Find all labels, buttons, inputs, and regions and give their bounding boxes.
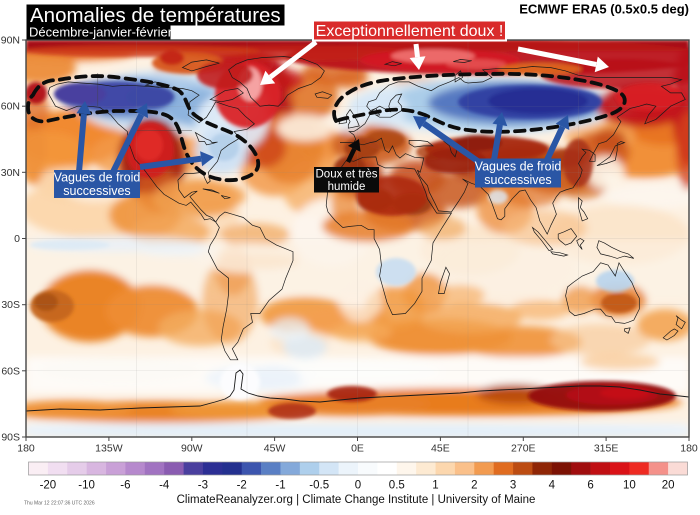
svg-text:Vagues de froid: Vagues de froid — [54, 171, 141, 185]
svg-text:6: 6 — [587, 480, 593, 492]
svg-text:-20: -20 — [40, 480, 57, 492]
svg-text:Anomalies de températures: Anomalies de températures — [30, 4, 281, 27]
svg-text:ClimateReanalyzer.org | Climat: ClimateReanalyzer.org | Climate Change I… — [177, 494, 536, 506]
svg-text:Décembre-janvier-février: Décembre-janvier-février — [29, 25, 173, 40]
svg-text:-2: -2 — [237, 480, 247, 492]
svg-text:ECMWF ERA5 (0.5x0.5 deg): ECMWF ERA5 (0.5x0.5 deg) — [519, 2, 689, 17]
svg-text:Vagues de froid: Vagues de froid — [475, 160, 562, 174]
svg-text:Exceptionnellement doux !: Exceptionnellement doux ! — [316, 23, 504, 40]
svg-text:0: 0 — [14, 233, 20, 245]
svg-text:270E: 270E — [511, 443, 536, 455]
svg-text:20: 20 — [662, 480, 675, 492]
svg-text:30S: 30S — [1, 299, 20, 311]
svg-text:-0.5: -0.5 — [309, 480, 329, 492]
svg-text:60N: 60N — [1, 101, 20, 113]
svg-text:180: 180 — [17, 443, 35, 455]
svg-text:30N: 30N — [1, 167, 20, 179]
svg-text:10: 10 — [623, 480, 636, 492]
svg-text:-4: -4 — [159, 480, 170, 492]
svg-text:Thu Mar 12 22:07:36 UTC 2026: Thu Mar 12 22:07:36 UTC 2026 — [24, 501, 95, 507]
svg-text:1: 1 — [432, 480, 438, 492]
svg-text:humide: humide — [328, 181, 366, 193]
svg-text:45W: 45W — [264, 443, 286, 455]
svg-text:90W: 90W — [181, 443, 203, 455]
svg-text:-3: -3 — [198, 480, 208, 492]
svg-text:0E: 0E — [351, 443, 364, 455]
svg-text:4: 4 — [549, 480, 556, 492]
svg-text:135W: 135W — [95, 443, 123, 455]
svg-text:Doux et très: Doux et très — [316, 169, 378, 181]
svg-text:-10: -10 — [78, 480, 95, 492]
svg-text:90S: 90S — [1, 432, 20, 444]
svg-text:3: 3 — [510, 480, 516, 492]
svg-text:180: 180 — [680, 443, 698, 455]
svg-text:0.5: 0.5 — [389, 480, 405, 492]
svg-text:-6: -6 — [120, 480, 130, 492]
svg-text:0: 0 — [355, 480, 361, 492]
svg-text:90N: 90N — [1, 35, 20, 47]
svg-text:315E: 315E — [594, 443, 619, 455]
svg-text:60S: 60S — [1, 365, 20, 377]
svg-text:45E: 45E — [431, 443, 450, 455]
svg-text:successives: successives — [63, 184, 130, 198]
svg-text:-1: -1 — [275, 480, 285, 492]
svg-text:2: 2 — [471, 480, 477, 492]
svg-text:successives: successives — [484, 173, 551, 187]
